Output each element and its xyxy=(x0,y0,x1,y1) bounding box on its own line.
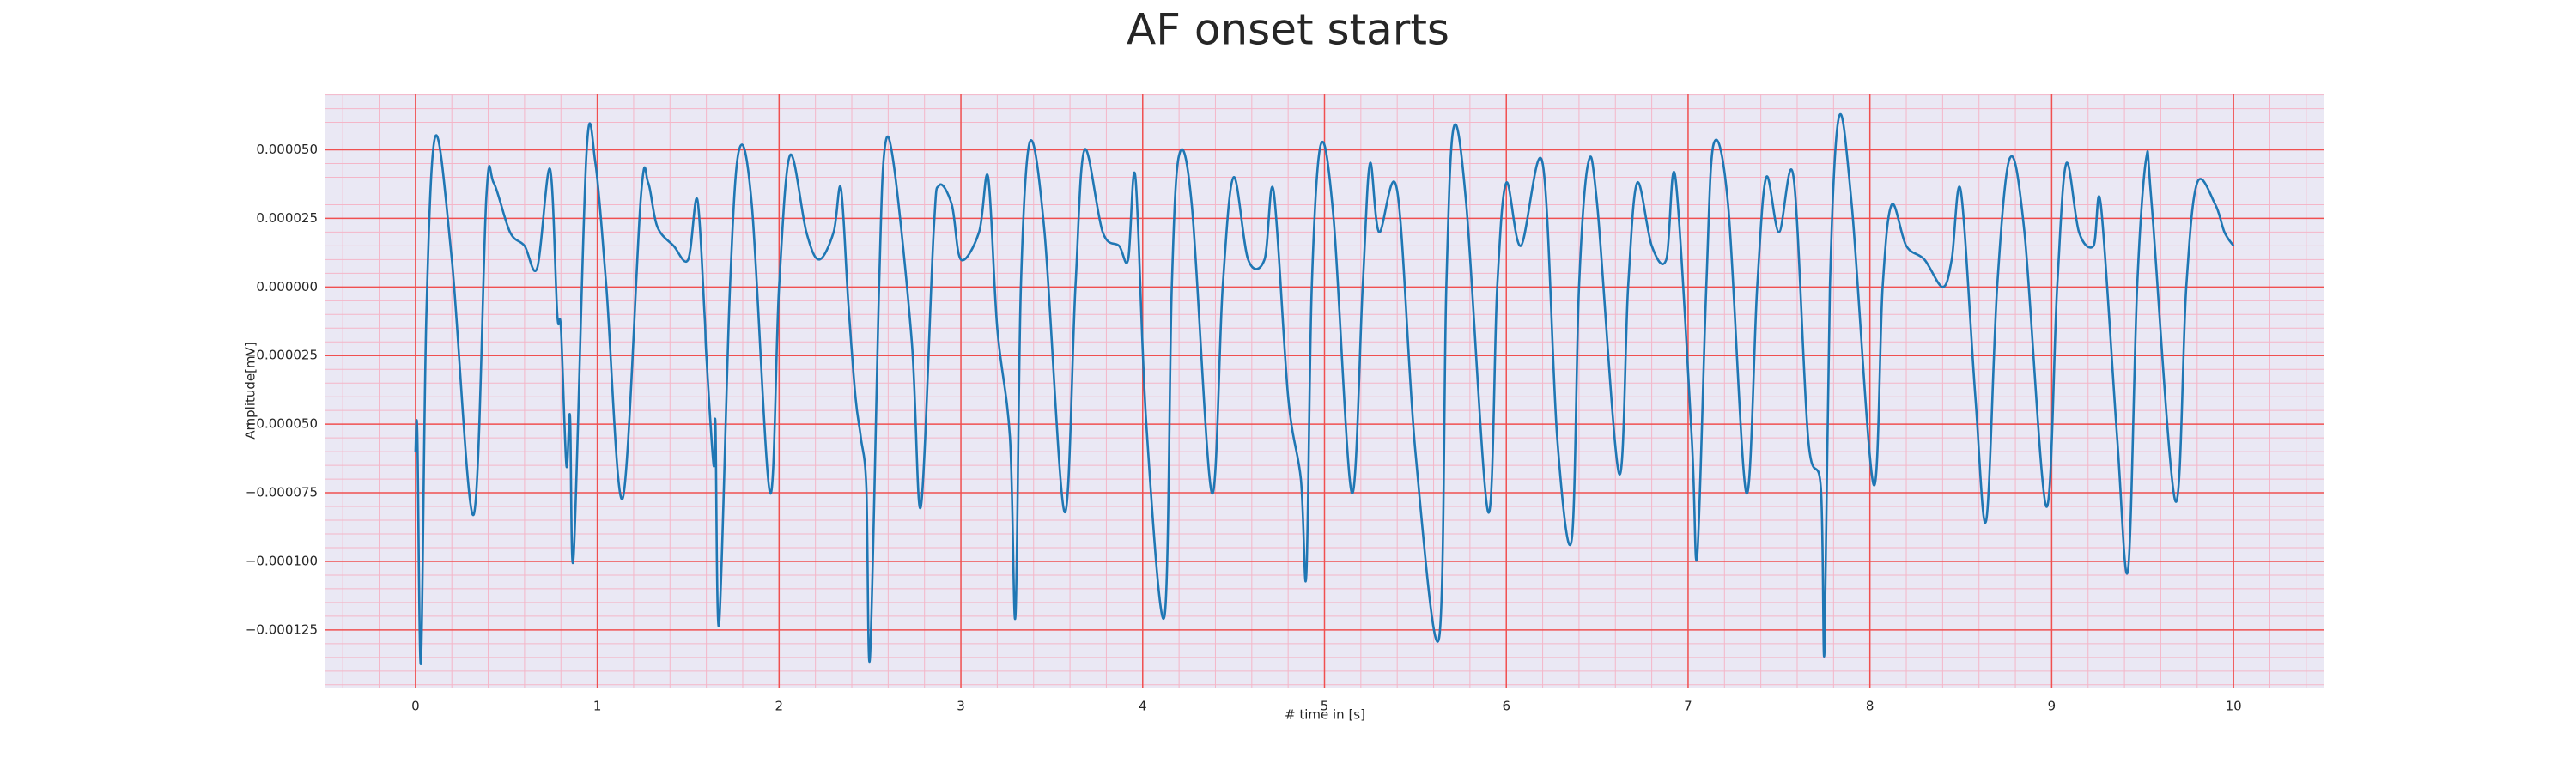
x-tick-label: 8 xyxy=(1866,699,1874,714)
y-tick-label: −0.000100 xyxy=(246,553,318,568)
y-tick-label: −0.000125 xyxy=(246,621,318,637)
y-tick-label: −0.000075 xyxy=(246,485,318,500)
x-tick-label: 6 xyxy=(1502,699,1510,714)
chart-title: AF onset starts xyxy=(1127,5,1449,55)
x-tick-label: 2 xyxy=(775,699,784,714)
x-tick-label: 7 xyxy=(1684,699,1692,714)
y-tick-label: 0.000050 xyxy=(256,142,318,157)
line-series xyxy=(414,112,2235,665)
y-tick-label: −0.000050 xyxy=(246,416,318,432)
x-tick-label: 3 xyxy=(957,699,965,714)
x-tick-label: 10 xyxy=(2226,699,2242,714)
x-tick-label: 0 xyxy=(411,699,420,714)
y-tick-label: −0.000025 xyxy=(246,348,318,363)
x-tick-label: 9 xyxy=(2048,699,2057,714)
plot-area xyxy=(325,94,2324,688)
x-tick-label: 4 xyxy=(1139,699,1147,714)
y-tick-label: 0.000025 xyxy=(256,210,318,226)
x-axis-label: # time in [s] xyxy=(1285,707,1365,723)
x-tick-label: 5 xyxy=(1321,699,1329,714)
y-axis-label: Amplitude[mV] xyxy=(243,342,258,439)
x-tick-label: 1 xyxy=(593,699,602,714)
y-tick-label: 0.000000 xyxy=(256,279,318,294)
